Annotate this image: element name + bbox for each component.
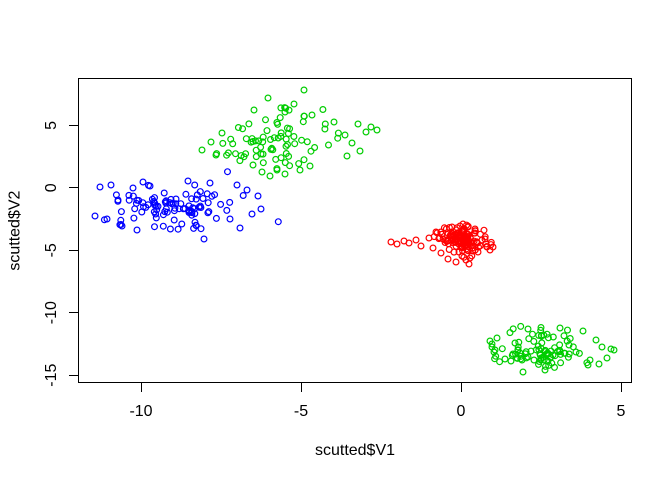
svg-text:-15: -15 [43, 364, 60, 387]
svg-text:-10: -10 [43, 301, 60, 324]
svg-text:-10: -10 [129, 403, 152, 420]
svg-text:-5: -5 [294, 403, 308, 420]
svg-text:-5: -5 [43, 243, 60, 257]
svg-text:0: 0 [43, 183, 60, 192]
svg-text:scutted$V2: scutted$V2 [7, 190, 24, 270]
svg-text:scutted$V1: scutted$V1 [315, 442, 395, 459]
svg-text:0: 0 [457, 403, 466, 420]
svg-text:5: 5 [43, 121, 60, 130]
svg-text:5: 5 [617, 403, 626, 420]
